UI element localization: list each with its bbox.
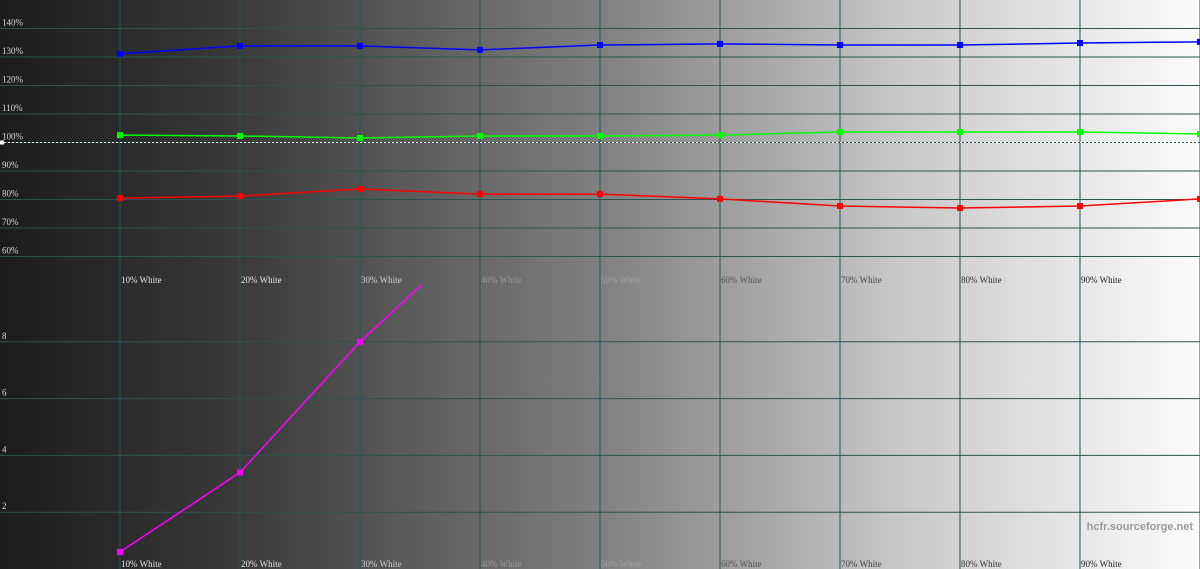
x-tick-label: 30% White [361,275,402,285]
data-point [1197,130,1200,137]
data-point [357,338,363,345]
data-point [117,548,123,555]
data-point [357,185,363,192]
data-point [477,191,483,198]
y-tick-label: 110% [2,103,23,113]
x-tick-label: 60% White [721,559,762,569]
x-tick-label: 60% White [721,275,762,285]
data-point [237,193,243,200]
x-tick-label: 20% White [241,559,282,569]
x-tick-label: 70% White [841,559,882,569]
series-1-2 [117,128,1200,141]
y-tick-label: 8 [2,331,7,341]
y-tick-label: 6 [2,388,7,398]
series-line [119,41,1200,55]
series-line [119,131,1200,139]
y-tick-label: 100% [2,132,24,142]
data-point [837,42,843,49]
y-tick-label: 60% [2,246,19,256]
data-point [117,195,123,202]
x-tick-label: 30% White [361,559,402,569]
chart-panel-2: 8 6 4 2 10% White 20% White 30% White 40% White… [0,285,1200,569]
y-tick-label: 2 [2,501,7,511]
y-tick-label: 4 [2,444,7,454]
data-point [597,191,603,198]
y-tick-label: 120% [2,75,24,85]
data-point [717,132,723,139]
data-point [837,203,843,210]
x-tick-label: 90% White [1081,559,1122,569]
x-tick-label: 10% White [121,559,162,569]
data-point [597,132,603,139]
data-point [837,128,843,135]
data-point [357,42,363,49]
x-tick-label: 10% White [121,275,162,285]
data-point [237,469,243,476]
x-tick-label: 80% White [961,275,1002,285]
data-point [237,132,243,139]
data-point [597,42,603,49]
data-point [717,40,723,47]
data-point [1197,38,1200,45]
x-tick-label: 20% White [241,275,282,285]
data-point [1197,195,1200,202]
y-tick-label: 130% [2,46,24,56]
data-point [1077,203,1083,210]
data-point [1077,40,1083,47]
y-tick-label: 70% [2,217,19,227]
data-point [957,205,963,212]
reference-marker [0,140,4,145]
x-tick-label: 70% White [841,275,882,285]
data-point [1077,128,1083,135]
y-tick-label: 90% [2,160,19,170]
series-2-1 [117,285,423,555]
data-point [957,128,963,135]
series-1-1 [117,38,1200,57]
data-point [717,195,723,202]
data-point [477,132,483,139]
chart-panel-1: 140% 130% 120% 110% 100% 90% 80% 70% 60% 10% Whit… [0,0,1200,285]
data-point [357,134,363,141]
x-tick-label: 50% White [601,275,642,285]
series-line [119,188,1200,209]
x-tick-label: 80% White [961,559,1002,569]
y-tick-label: 80% [2,189,19,199]
series-1-3 [117,185,1200,212]
series-line [119,285,423,553]
data-point [477,46,483,53]
data-point [957,42,963,49]
data-point [117,50,123,57]
x-tick-label: 90% White [1081,275,1122,285]
x-tick-label: 40% White [481,559,522,569]
x-tick-label: 50% White [601,559,642,569]
data-point [237,42,243,49]
x-tick-label: 40% White [481,275,522,285]
y-tick-label: 140% [2,18,24,28]
data-point [117,132,123,139]
